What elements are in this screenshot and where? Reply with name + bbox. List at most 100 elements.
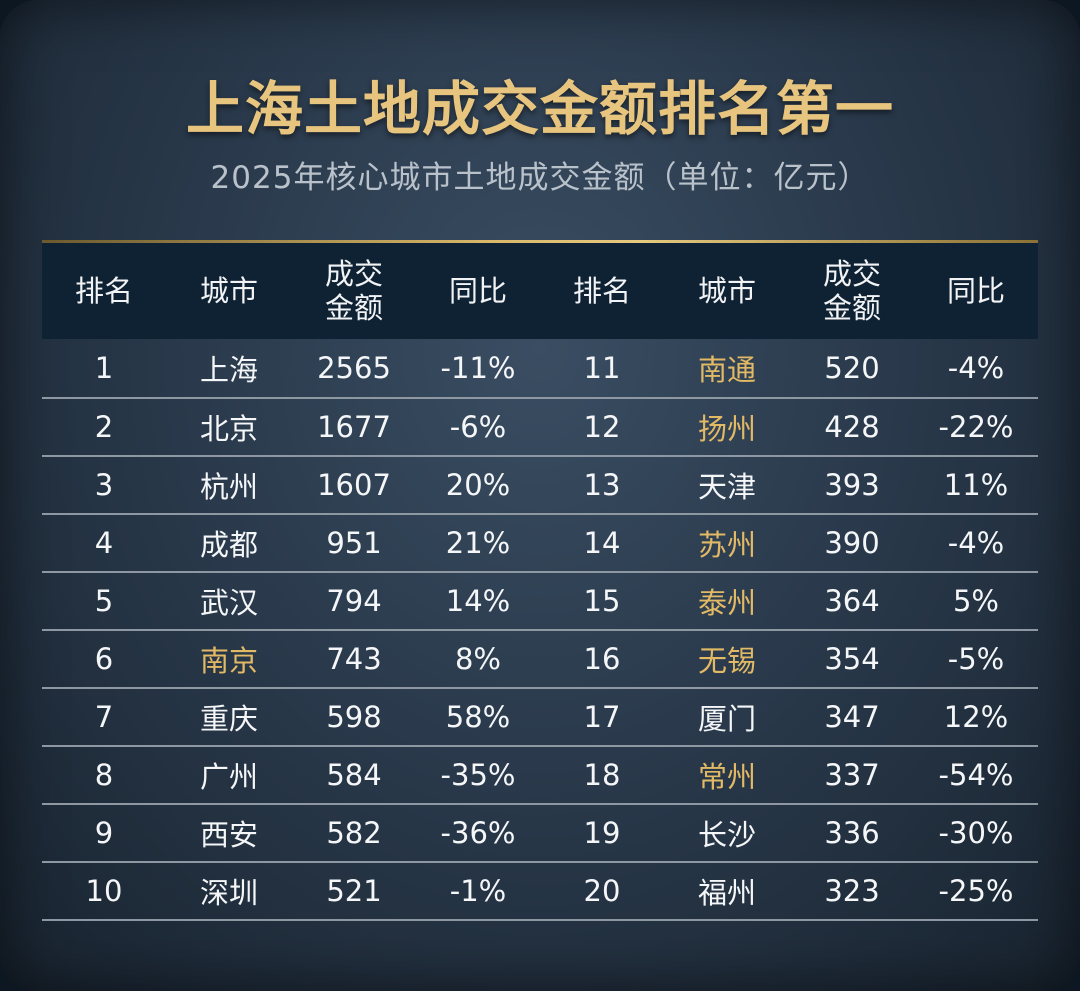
- cell-yoy: -25%: [914, 862, 1038, 921]
- cell-yoy: -5%: [914, 630, 1038, 689]
- chart-title: 上海土地成交金额排名第一: [185, 75, 894, 143]
- cell-city: 重庆: [166, 688, 292, 747]
- cell-yoy: -35%: [416, 746, 540, 805]
- cell-amount: 584: [292, 746, 416, 805]
- cell-yoy: 8%: [416, 630, 540, 689]
- table-row: 8 广州 584 -35% 18 常州 337 -54%: [42, 746, 1038, 805]
- cell-city: 天津: [664, 456, 790, 515]
- cell-yoy: -36%: [416, 804, 540, 863]
- cell-amount: 364: [790, 572, 914, 631]
- cell-rank: 11: [540, 339, 664, 399]
- cell-rank: 15: [540, 572, 664, 631]
- table-body: 1 上海 2565 -11% 11 南通 520 -4% 2 北京 1677 -6% 12 扬州 428 -2…: [42, 339, 1038, 921]
- cell-rank: 12: [540, 398, 664, 457]
- header-amount-line2: 金额: [324, 291, 383, 325]
- cell-amount: 598: [292, 688, 416, 747]
- cell-yoy: -54%: [914, 746, 1038, 805]
- cell-amount: 390: [790, 514, 914, 573]
- cell-amount: 393: [790, 456, 914, 515]
- cell-yoy: 21%: [416, 514, 540, 573]
- cell-rank: 9: [42, 804, 166, 863]
- header-city-right: 城市: [664, 243, 790, 339]
- cell-rank: 10: [42, 862, 166, 921]
- cell-amount: 428: [790, 398, 914, 457]
- header-rank-left: 排名: [42, 243, 166, 339]
- header-amount-line1: 成交: [822, 257, 881, 291]
- cell-rank: 2: [42, 398, 166, 457]
- ranking-table: 排名 城市 成交 金额 同比 排名 城市 成交 金额 同比 1 上海 2 56: [42, 243, 1038, 921]
- cell-yoy: -22%: [914, 398, 1038, 457]
- cell-rank: 7: [42, 688, 166, 747]
- cell-yoy: -11%: [416, 339, 540, 399]
- cell-yoy: 12%: [914, 688, 1038, 747]
- cell-rank: 6: [42, 630, 166, 689]
- gold-divider: [42, 240, 1038, 243]
- cell-city: 福州: [664, 862, 790, 921]
- header-city-left: 城市: [166, 243, 292, 339]
- cell-rank: 4: [42, 514, 166, 573]
- header-yoy-right: 同比: [914, 243, 1038, 339]
- cell-yoy: -6%: [416, 398, 540, 457]
- cell-rank: 14: [540, 514, 664, 573]
- chart-subtitle: 2025年核心城市土地成交金额（单位：亿元）: [210, 160, 870, 196]
- header-amount-line1: 成交: [324, 257, 383, 291]
- cell-amount: 347: [790, 688, 914, 747]
- cell-city: 西安: [166, 804, 292, 863]
- cell-city: 杭州: [166, 456, 292, 515]
- cell-yoy: -30%: [914, 804, 1038, 863]
- cell-rank: 16: [540, 630, 664, 689]
- cell-rank: 19: [540, 804, 664, 863]
- cell-yoy: 5%: [914, 572, 1038, 631]
- cell-yoy: 11%: [914, 456, 1038, 515]
- table-row: 7 重庆 598 58% 17 厦门 347 12%: [42, 688, 1038, 747]
- table-header: 排名 城市 成交 金额 同比 排名 城市 成交 金额 同比: [42, 243, 1038, 339]
- cell-city: 成都: [166, 514, 292, 573]
- cell-city: 北京: [166, 398, 292, 457]
- cell-yoy: 20%: [416, 456, 540, 515]
- table-row: 1 上海 2565 -11% 11 南通 520 -4%: [42, 339, 1038, 399]
- table-row: 4 成都 951 21% 14 苏州 390 -4%: [42, 514, 1038, 573]
- cell-amount: 1607: [292, 456, 416, 515]
- cell-rank: 8: [42, 746, 166, 805]
- cell-yoy: 14%: [416, 572, 540, 631]
- cell-rank: 17: [540, 688, 664, 747]
- cell-city: 厦门: [664, 688, 790, 747]
- header-rank-right: 排名: [540, 243, 664, 339]
- cell-city: 扬州: [664, 398, 790, 457]
- cell-yoy: -4%: [914, 514, 1038, 573]
- cell-amount: 794: [292, 572, 416, 631]
- cell-city: 武汉: [166, 572, 292, 631]
- table-row: 2 北京 1677 -6% 12 扬州 428 -22%: [42, 398, 1038, 457]
- cell-city: 长沙: [664, 804, 790, 863]
- cell-amount: 323: [790, 862, 914, 921]
- cell-city: 常州: [664, 746, 790, 805]
- table-row: 6 南京 743 8% 16 无锡 354 -5%: [42, 630, 1038, 689]
- cell-city: 广州: [166, 746, 292, 805]
- header-amount-left: 成交 金额: [292, 243, 416, 339]
- cell-city: 南京: [166, 630, 292, 689]
- cell-amount: 336: [790, 804, 914, 863]
- cell-amount: 337: [790, 746, 914, 805]
- ranking-table-wrap: 排名 城市 成交 金额 同比 排名 城市 成交 金额 同比 1 上海 2 56: [42, 240, 1038, 921]
- cell-city: 上海: [166, 339, 292, 399]
- cell-yoy: 58%: [416, 688, 540, 747]
- cell-city: 南通: [664, 339, 790, 399]
- cell-amount: 521: [292, 862, 416, 921]
- table-row: 10 深圳 521 -1% 20 福州 323 -25%: [42, 862, 1038, 921]
- cell-rank: 3: [42, 456, 166, 515]
- cell-amount: 743: [292, 630, 416, 689]
- cell-city: 深圳: [166, 862, 292, 921]
- cell-city: 泰州: [664, 572, 790, 631]
- cell-rank: 18: [540, 746, 664, 805]
- cell-amount: 2565: [292, 339, 416, 399]
- table-row: 9 西安 582 -36% 19 长沙 336 -30%: [42, 804, 1038, 863]
- cell-yoy: -1%: [416, 862, 540, 921]
- cell-city: 无锡: [664, 630, 790, 689]
- header-amount-line2: 金额: [822, 291, 881, 325]
- cell-amount: 1677: [292, 398, 416, 457]
- table-row: 3 杭州 1607 20% 13 天津 393 11%: [42, 456, 1038, 515]
- cell-amount: 354: [790, 630, 914, 689]
- cell-rank: 5: [42, 572, 166, 631]
- cell-amount: 951: [292, 514, 416, 573]
